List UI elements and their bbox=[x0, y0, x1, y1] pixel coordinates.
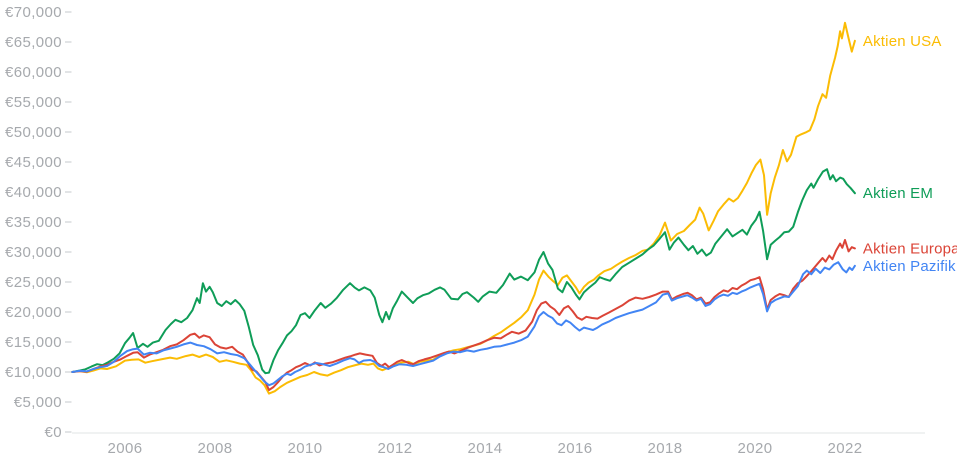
y-axis-label: €55,000 bbox=[5, 94, 62, 111]
series-lines bbox=[71, 21, 856, 395]
series-line-aktien-em bbox=[71, 168, 856, 375]
legend-label-aktien-europa: Aktien Europa bbox=[863, 240, 957, 257]
y-axis-label: €45,000 bbox=[5, 154, 62, 171]
legend-label-aktien-pazifik: Aktien Pazifik bbox=[863, 258, 956, 275]
legend-label-aktien-usa: Aktien USA bbox=[863, 33, 942, 50]
y-axis-label: €40,000 bbox=[5, 184, 62, 201]
legend-label-aktien-em: Aktien EM bbox=[863, 185, 933, 202]
y-axis-label: €25,000 bbox=[5, 274, 62, 291]
series-line-aktien-pazifik bbox=[71, 261, 856, 387]
y-axis-label: €35,000 bbox=[5, 214, 62, 231]
x-axis-label: 2008 bbox=[198, 440, 233, 457]
y-axis-label: €10,000 bbox=[5, 364, 62, 381]
series-line-aktien-europa bbox=[71, 239, 856, 391]
y-axis-label: €0 bbox=[45, 424, 63, 441]
y-axis-label: €50,000 bbox=[5, 124, 62, 141]
y-axis-label: €15,000 bbox=[5, 334, 62, 351]
y-axis-label: €30,000 bbox=[5, 244, 62, 261]
x-axis-label: 2006 bbox=[108, 440, 143, 457]
y-axis-label: €5,000 bbox=[14, 394, 62, 411]
y-axis-label: €65,000 bbox=[5, 34, 62, 51]
y-axis-label: €70,000 bbox=[5, 4, 62, 21]
x-axis-label: 2020 bbox=[738, 440, 773, 457]
x-axis-label: 2016 bbox=[558, 440, 593, 457]
x-axis-label: 2012 bbox=[378, 440, 413, 457]
x-axis-label: 2014 bbox=[468, 440, 503, 457]
x-axis: 2006 2008 2010 2012 2014 2016 2018 2020 2022 bbox=[108, 440, 863, 457]
y-axis: €0 €5,000 €10,000 €15,000 €20,000 €25,000 €30,… bbox=[5, 4, 72, 441]
series-line-aktien-usa bbox=[71, 21, 856, 395]
x-axis-label: 2010 bbox=[288, 440, 323, 457]
y-axis-label: €60,000 bbox=[5, 64, 62, 81]
x-axis-label: 2022 bbox=[828, 440, 863, 457]
y-axis-label: €20,000 bbox=[5, 304, 62, 321]
x-axis-label: 2018 bbox=[648, 440, 683, 457]
